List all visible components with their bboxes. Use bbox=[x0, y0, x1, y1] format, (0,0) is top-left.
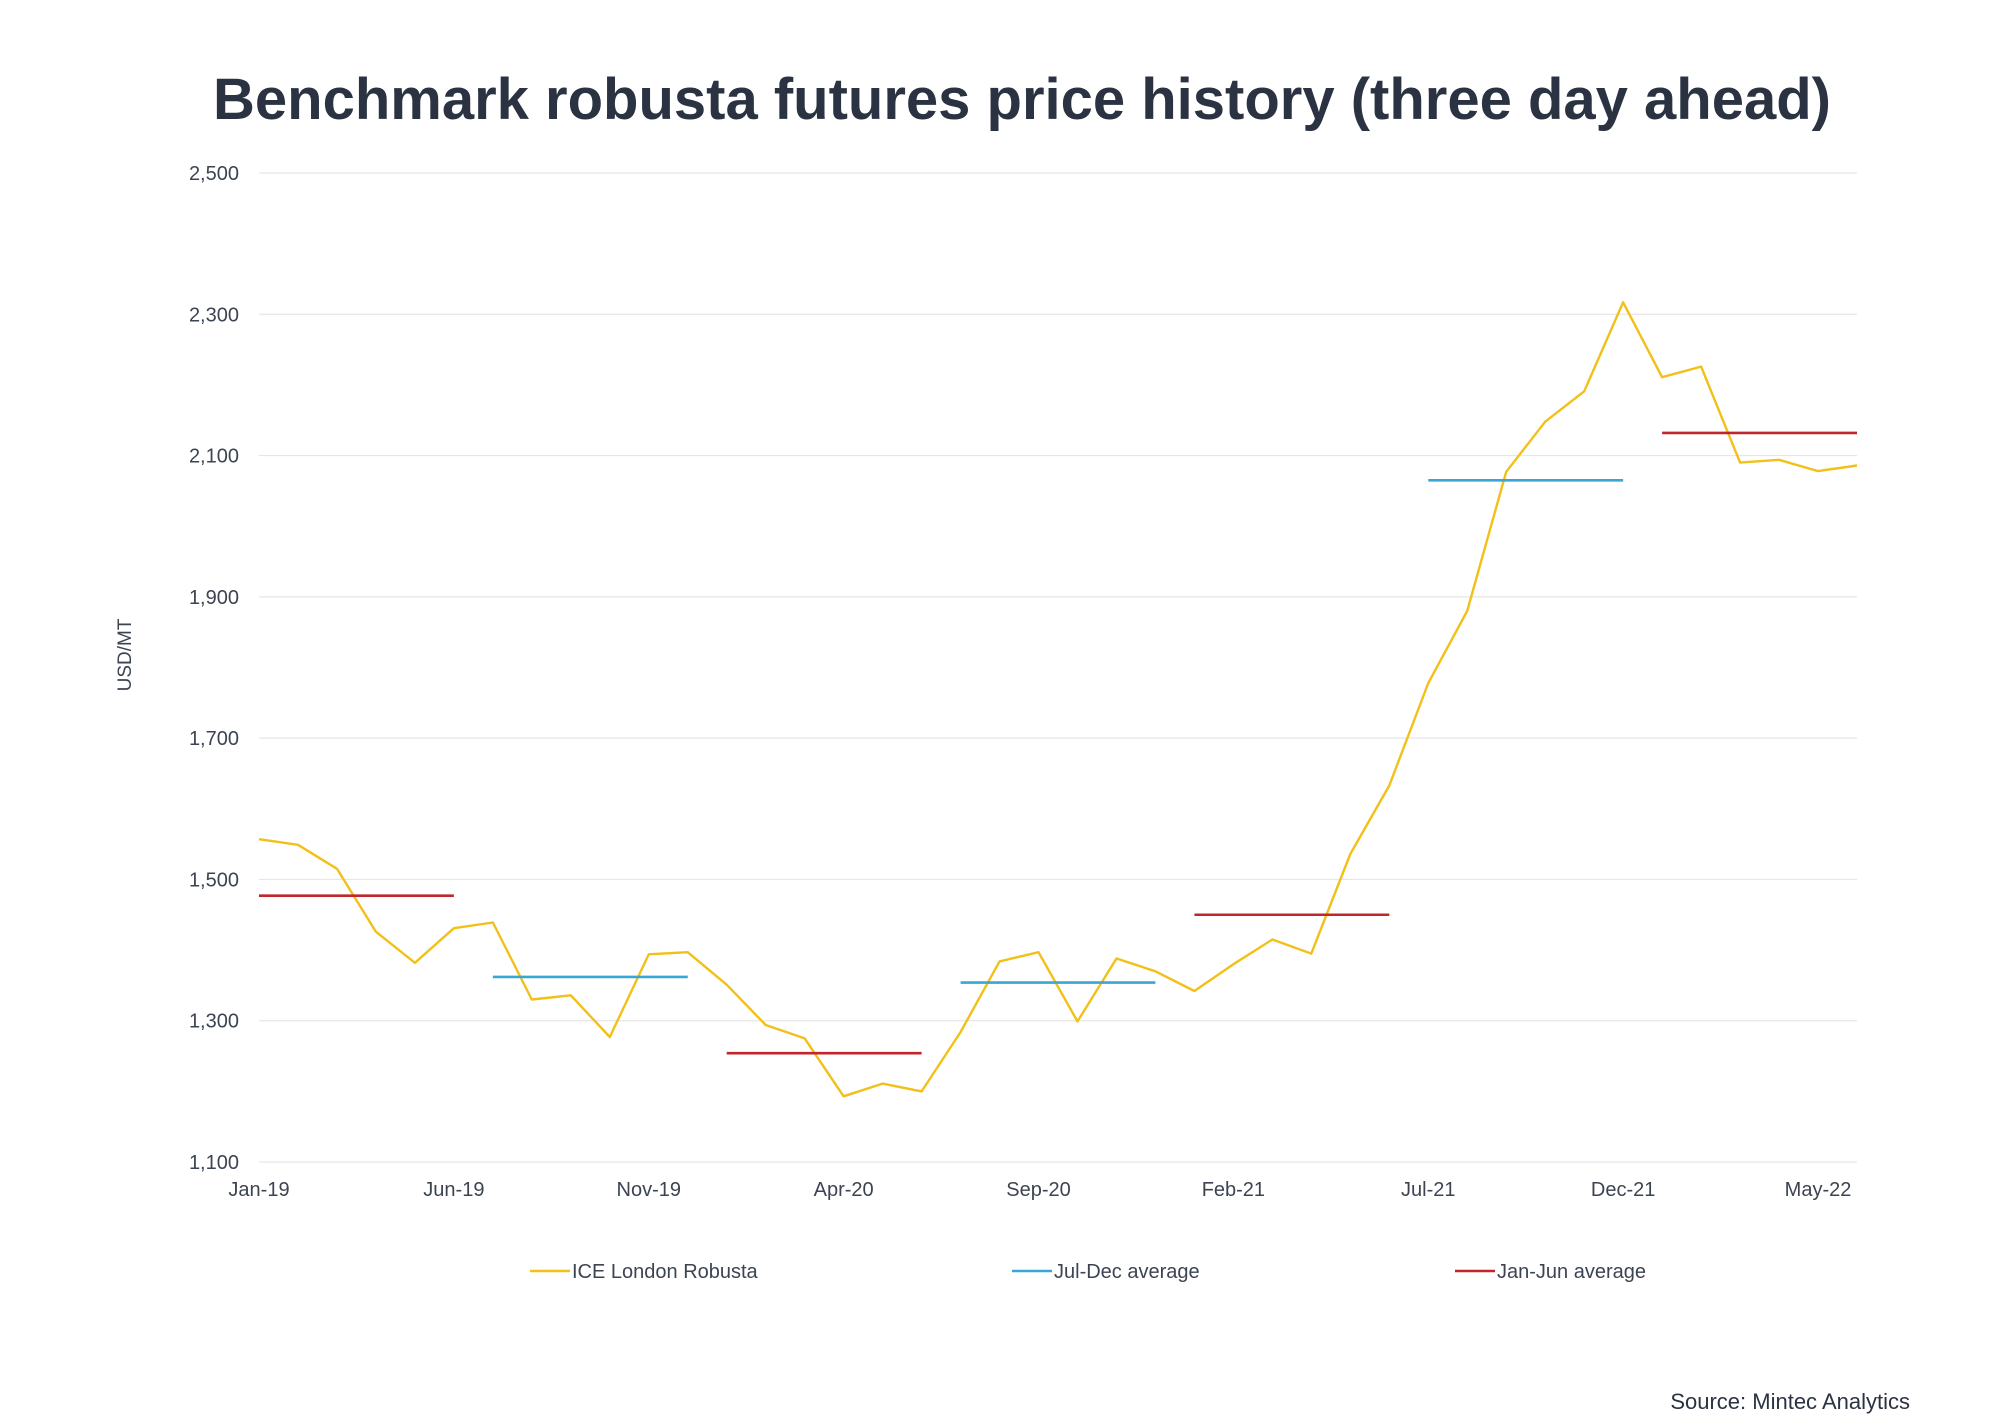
x-tick-label: May-22 bbox=[1785, 1179, 1852, 1201]
x-tick-label: Feb-21 bbox=[1202, 1179, 1265, 1201]
y-tick-label: 2,300 bbox=[189, 304, 239, 326]
y-axis-ticks: 1,100 1,300 1,500 1,700 1,900 2,100 2,300 2,500 bbox=[189, 163, 239, 1174]
x-tick-label: Apr-20 bbox=[814, 1179, 874, 1201]
x-tick-label: Sep-20 bbox=[1006, 1179, 1071, 1201]
source-note: Source: Mintec Analytics bbox=[1670, 1389, 1910, 1414]
x-tick-label: Jul-21 bbox=[1401, 1179, 1455, 1201]
x-tick-label: Nov-19 bbox=[617, 1179, 681, 1201]
y-tick-label: 2,100 bbox=[189, 446, 239, 468]
x-tick-label: Jun-19 bbox=[423, 1179, 484, 1201]
chart-title: Benchmark robusta futures price history … bbox=[213, 67, 1831, 132]
y-axis-label: USD/MT bbox=[115, 618, 136, 691]
legend-label: Jan-Jun average bbox=[1497, 1261, 1646, 1283]
legend-label: Jul-Dec average bbox=[1054, 1261, 1200, 1283]
legend: ICE London Robusta Jul-Dec average Jan-Jun… bbox=[530, 1261, 1646, 1283]
series-line-ice-london-robusta bbox=[258, 301, 1858, 1098]
y-tick-label: 1,300 bbox=[189, 1011, 239, 1033]
gridlines bbox=[259, 172, 1857, 1163]
x-tick-label: Jan-19 bbox=[228, 1179, 289, 1201]
x-tick-label: Dec-21 bbox=[1591, 1179, 1655, 1201]
y-tick-label: 1,500 bbox=[189, 869, 239, 891]
y-tick-label: 1,900 bbox=[189, 587, 239, 609]
legend-label: ICE London Robusta bbox=[572, 1261, 759, 1283]
y-tick-label: 2,500 bbox=[189, 163, 239, 185]
y-tick-label: 1,100 bbox=[189, 1152, 239, 1174]
series-layer bbox=[258, 301, 1858, 1098]
y-tick-label: 1,700 bbox=[189, 728, 239, 750]
x-axis-ticks: Jan-19 Jun-19 Nov-19 Apr-20 Sep-20 Feb-21 Jul-… bbox=[228, 1179, 1851, 1201]
